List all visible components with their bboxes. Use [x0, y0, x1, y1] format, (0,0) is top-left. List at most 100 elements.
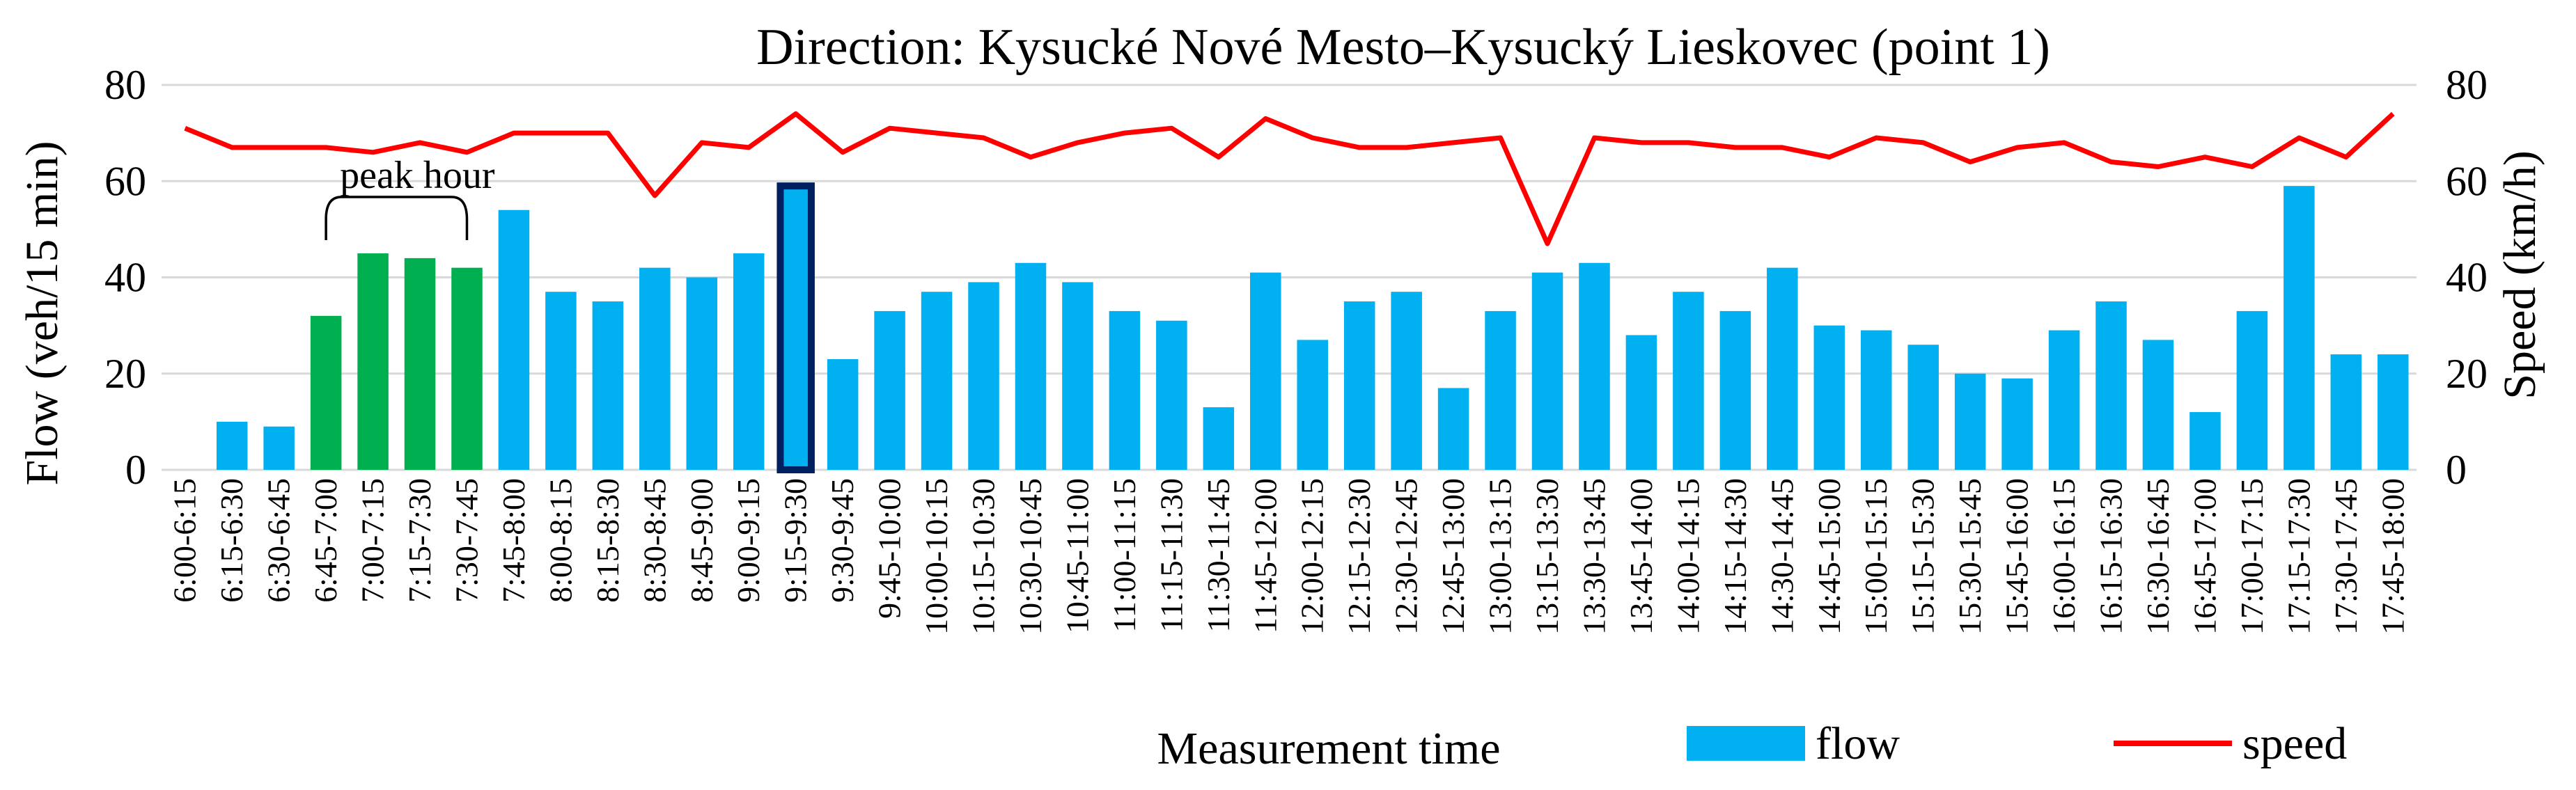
flow-bar: [2236, 310, 2268, 470]
y-right-tick-label: 40: [2446, 255, 2488, 301]
legend-flow-label: flow: [1816, 718, 1900, 769]
x-tick-label: 14:45-15:00: [1811, 478, 1847, 635]
peak-hour-bracket: [325, 196, 469, 240]
x-tick-label: 16:00-16:15: [2046, 478, 2082, 635]
flow-bar: [263, 426, 295, 470]
flow-bar: [968, 282, 999, 470]
flow-bar: [2048, 330, 2080, 470]
speed-line-group: [184, 111, 2395, 246]
flow-bar: [2189, 412, 2221, 470]
flow-bar: [874, 310, 905, 470]
y-left-tick-label: 60: [104, 158, 146, 204]
x-tick-label: 8:00-8:15: [542, 478, 578, 603]
flow-bar: [498, 210, 530, 470]
flow-bar: [1203, 407, 1235, 470]
x-tick-label: 13:00-13:15: [1483, 478, 1518, 635]
peak-hour-label: peak hour: [340, 154, 495, 197]
flow-bar: [1156, 320, 1187, 470]
flow-bar: [1625, 335, 1657, 470]
flow-bar-highlighted: [776, 182, 815, 473]
x-tick-label: 10:30-10:45: [1013, 478, 1048, 635]
x-axis-ticks: 6:00-6:15 6:15-6:30 6:30-6:45 6:45-7:00 7:00…: [167, 478, 2411, 635]
x-tick-label: 17:45-18:00: [2375, 478, 2410, 635]
x-tick-label: 7:45-8:00: [496, 478, 531, 603]
x-tick-label: 17:30-17:45: [2328, 478, 2364, 635]
flow-bar: [1015, 262, 1047, 470]
peak-hour-annotation: peak hour: [325, 154, 495, 240]
flow-bar: [1343, 301, 1375, 470]
x-tick-label: 6:15-6:30: [214, 478, 249, 603]
x-tick-label: 12:45-13:00: [1435, 478, 1471, 635]
y-right-tick-label: 20: [2446, 351, 2488, 397]
y-left-tick-label: 80: [104, 62, 146, 108]
flow-bar: [1437, 388, 1469, 470]
flow-bar: [1391, 292, 1422, 470]
flow-bar: [2378, 354, 2409, 470]
x-tick-label: 11:30-11:45: [1201, 478, 1236, 632]
x-tick-label: 17:15-17:30: [2281, 478, 2316, 635]
x-tick-label: 8:15-8:30: [590, 478, 625, 603]
flow-bar: [921, 292, 953, 470]
flow-bar: [2284, 186, 2315, 470]
flow-bar: [2095, 301, 2127, 470]
left-axis-ticks: 0 20 40 60 80: [104, 62, 146, 493]
x-tick-label: 16:45-17:00: [2187, 478, 2222, 635]
y-left-tick-label: 20: [104, 351, 146, 397]
right-axis-ticks: 0 20 40 60 80: [2446, 62, 2488, 493]
x-tick-label: 12:30-12:45: [1389, 478, 1424, 635]
x-tick-label: 10:15-10:30: [966, 478, 1001, 635]
flow-bar: [1673, 292, 1704, 470]
flow-bar: [592, 301, 624, 470]
flow-bar: [1954, 373, 1986, 470]
flow-bar-peak: [357, 253, 389, 470]
flow-bar: [1719, 310, 1751, 470]
y-right-tick-label: 60: [2446, 158, 2488, 204]
flow-bars: [216, 182, 2409, 473]
y-axis-left-title: Flow (veh/15 min): [17, 141, 68, 486]
flow-bar: [1297, 340, 1328, 470]
x-tick-label: 11:15-11:30: [1153, 478, 1189, 632]
x-tick-label: 8:30-8:45: [637, 478, 672, 603]
flow-bar-peak: [404, 258, 436, 470]
x-tick-label: 6:00-6:15: [167, 478, 203, 603]
flow-bar: [216, 421, 248, 470]
flow-bar: [545, 292, 577, 470]
flow-bar: [1860, 330, 1892, 470]
x-tick-label: 10:00-10:15: [919, 478, 954, 635]
flow-bar: [1531, 272, 1563, 470]
flow-bar: [639, 267, 671, 470]
x-tick-label: 11:45-12:00: [1247, 478, 1283, 633]
flow-bar: [2142, 340, 2174, 470]
x-tick-label: 7:30-7:45: [448, 478, 484, 603]
x-tick-label: 15:45-16:00: [1999, 478, 2035, 635]
x-tick-label: 6:45-7:00: [308, 478, 343, 603]
flow-bar: [1767, 267, 1798, 470]
flow-bar: [1907, 345, 1939, 470]
flow-bar: [2330, 354, 2362, 470]
x-tick-label: 15:00-15:15: [1858, 478, 1894, 635]
x-tick-label: 7:15-7:30: [402, 478, 437, 603]
gridlines: [162, 84, 2417, 471]
y-left-tick-label: 0: [125, 447, 146, 493]
legend-flow-swatch: [1687, 726, 1805, 761]
flow-bar: [1250, 272, 1281, 470]
x-tick-label: 10:45-11:00: [1059, 478, 1095, 633]
flow-bar-peak: [451, 267, 483, 470]
y-left-tick-label: 40: [104, 255, 146, 301]
flow-bar: [2001, 378, 2033, 470]
flow-bar-peak: [310, 315, 342, 470]
x-tick-label: 12:00-12:15: [1295, 478, 1330, 635]
flow-bar: [1109, 310, 1141, 470]
x-tick-label: 9:45-10:00: [872, 478, 907, 619]
x-tick-label: 11:00-11:15: [1107, 478, 1142, 632]
x-tick-label: 14:15-14:30: [1717, 478, 1753, 635]
x-tick-label: 9:00-9:15: [731, 478, 766, 603]
x-tick-label: 12:15-12:30: [1341, 478, 1377, 635]
x-tick-label: 14:00-14:15: [1670, 478, 1705, 635]
flow-bar: [686, 277, 718, 470]
flow-bar: [1485, 310, 1516, 470]
chart-title: Direction: Kysucké Nové Mesto–Kysucký Li…: [756, 19, 2050, 76]
x-tick-label: 14:30-14:45: [1764, 478, 1800, 635]
flow-bar: [733, 253, 765, 470]
